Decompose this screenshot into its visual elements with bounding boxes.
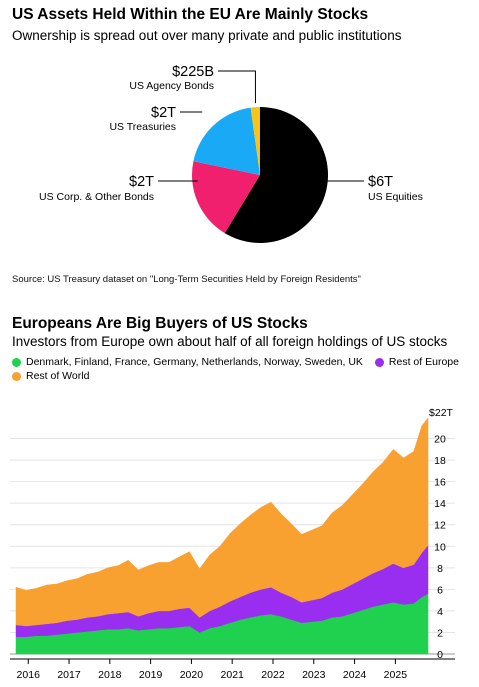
pie-value-label-us-treasuries: $2T xyxy=(151,105,176,121)
pie-chart-subtitle: Ownership is spread out over many privat… xyxy=(12,28,402,43)
y-tick-label-0: 0 xyxy=(437,649,443,661)
y-unit-label: $22T xyxy=(429,407,454,419)
legend-label-rest-of-europe: Rest of Europe xyxy=(388,356,459,368)
legend-swatch-europe-8 xyxy=(12,357,21,367)
pie-slice-us-corp-other-bonds xyxy=(192,161,260,234)
pie-slice-us-equities xyxy=(224,107,328,243)
area-series-rest-of-world xyxy=(15,417,429,627)
pie-value-label-us-agency-bonds: $225B xyxy=(172,64,214,80)
y-tick-label-2: 2 xyxy=(437,627,443,639)
area-chart-legend-row-1: Denmark, Finland, France, Germany, Nethe… xyxy=(12,356,459,368)
pie-value-label-us-equities: $6T xyxy=(368,174,393,190)
legend-label-rest-of-world: Rest of World xyxy=(26,370,90,382)
pie-chart-title: US Assets Held Within the EU Are Mainly … xyxy=(12,6,369,23)
legend-label-europe-8: Denmark, Finland, France, Germany, Nethe… xyxy=(26,356,363,368)
y-tick-label-8: 8 xyxy=(437,563,443,575)
y-tick-label-10: 10 xyxy=(434,541,446,553)
y-tick-label-6: 6 xyxy=(437,584,443,596)
legend-swatch-rest-of-europe xyxy=(374,357,384,367)
x-tick-label-2019: 2019 xyxy=(139,669,163,681)
x-tick-label-2017: 2017 xyxy=(57,669,81,681)
x-tick-label-2024: 2024 xyxy=(343,669,367,681)
area-chart-subtitle: Investors from Europe own about half of … xyxy=(12,334,448,349)
pie-chart-source: Source: US Treasury dataset on "Long-Ter… xyxy=(12,274,361,285)
y-tick-label-18: 18 xyxy=(434,455,446,467)
y-tick-label-14: 14 xyxy=(434,498,446,510)
y-tick-label-20: 20 xyxy=(434,434,446,446)
x-tick-label-2020: 2020 xyxy=(180,669,204,681)
y-tick-label-4: 4 xyxy=(437,606,443,618)
pie-category-label-us-agency-bonds: US Agency Bonds xyxy=(129,80,214,92)
x-tick-label-2022: 2022 xyxy=(261,669,285,681)
x-tick-label-2025: 2025 xyxy=(384,669,408,681)
pie-slice-us-agency-bonds xyxy=(250,107,260,175)
pie-value-label-us-corp-other-bonds: $2T xyxy=(129,174,154,190)
area-chart: 0 2 4 6 8 10 12 14 16 18 20 $22T 2016 2017 2018 2019 202… xyxy=(10,407,455,681)
legend-swatch-rest-of-world xyxy=(12,371,21,381)
x-tick-label-2021: 2021 xyxy=(221,669,245,681)
pie-category-label-us-equities: US Equities xyxy=(368,191,423,203)
pie-slice-us-treasuries xyxy=(193,107,260,175)
y-tick-label-16: 16 xyxy=(434,477,446,489)
area-chart-legend-row-2: Rest of World xyxy=(12,370,89,382)
x-tick-label-2023: 2023 xyxy=(302,669,326,681)
x-tick-label-2016: 2016 xyxy=(17,669,41,681)
pie-category-label-us-treasuries: US Treasuries xyxy=(109,121,176,133)
x-tick-label-2018: 2018 xyxy=(98,669,122,681)
pie-category-label-us-corp-other-bonds: US Corp. & Other Bonds xyxy=(39,191,154,203)
y-tick-label-12: 12 xyxy=(434,520,446,532)
pie-leader-us-agency-bonds xyxy=(218,70,256,104)
area-chart-title: Europeans Are Big Buyers of US Stocks xyxy=(12,315,308,332)
